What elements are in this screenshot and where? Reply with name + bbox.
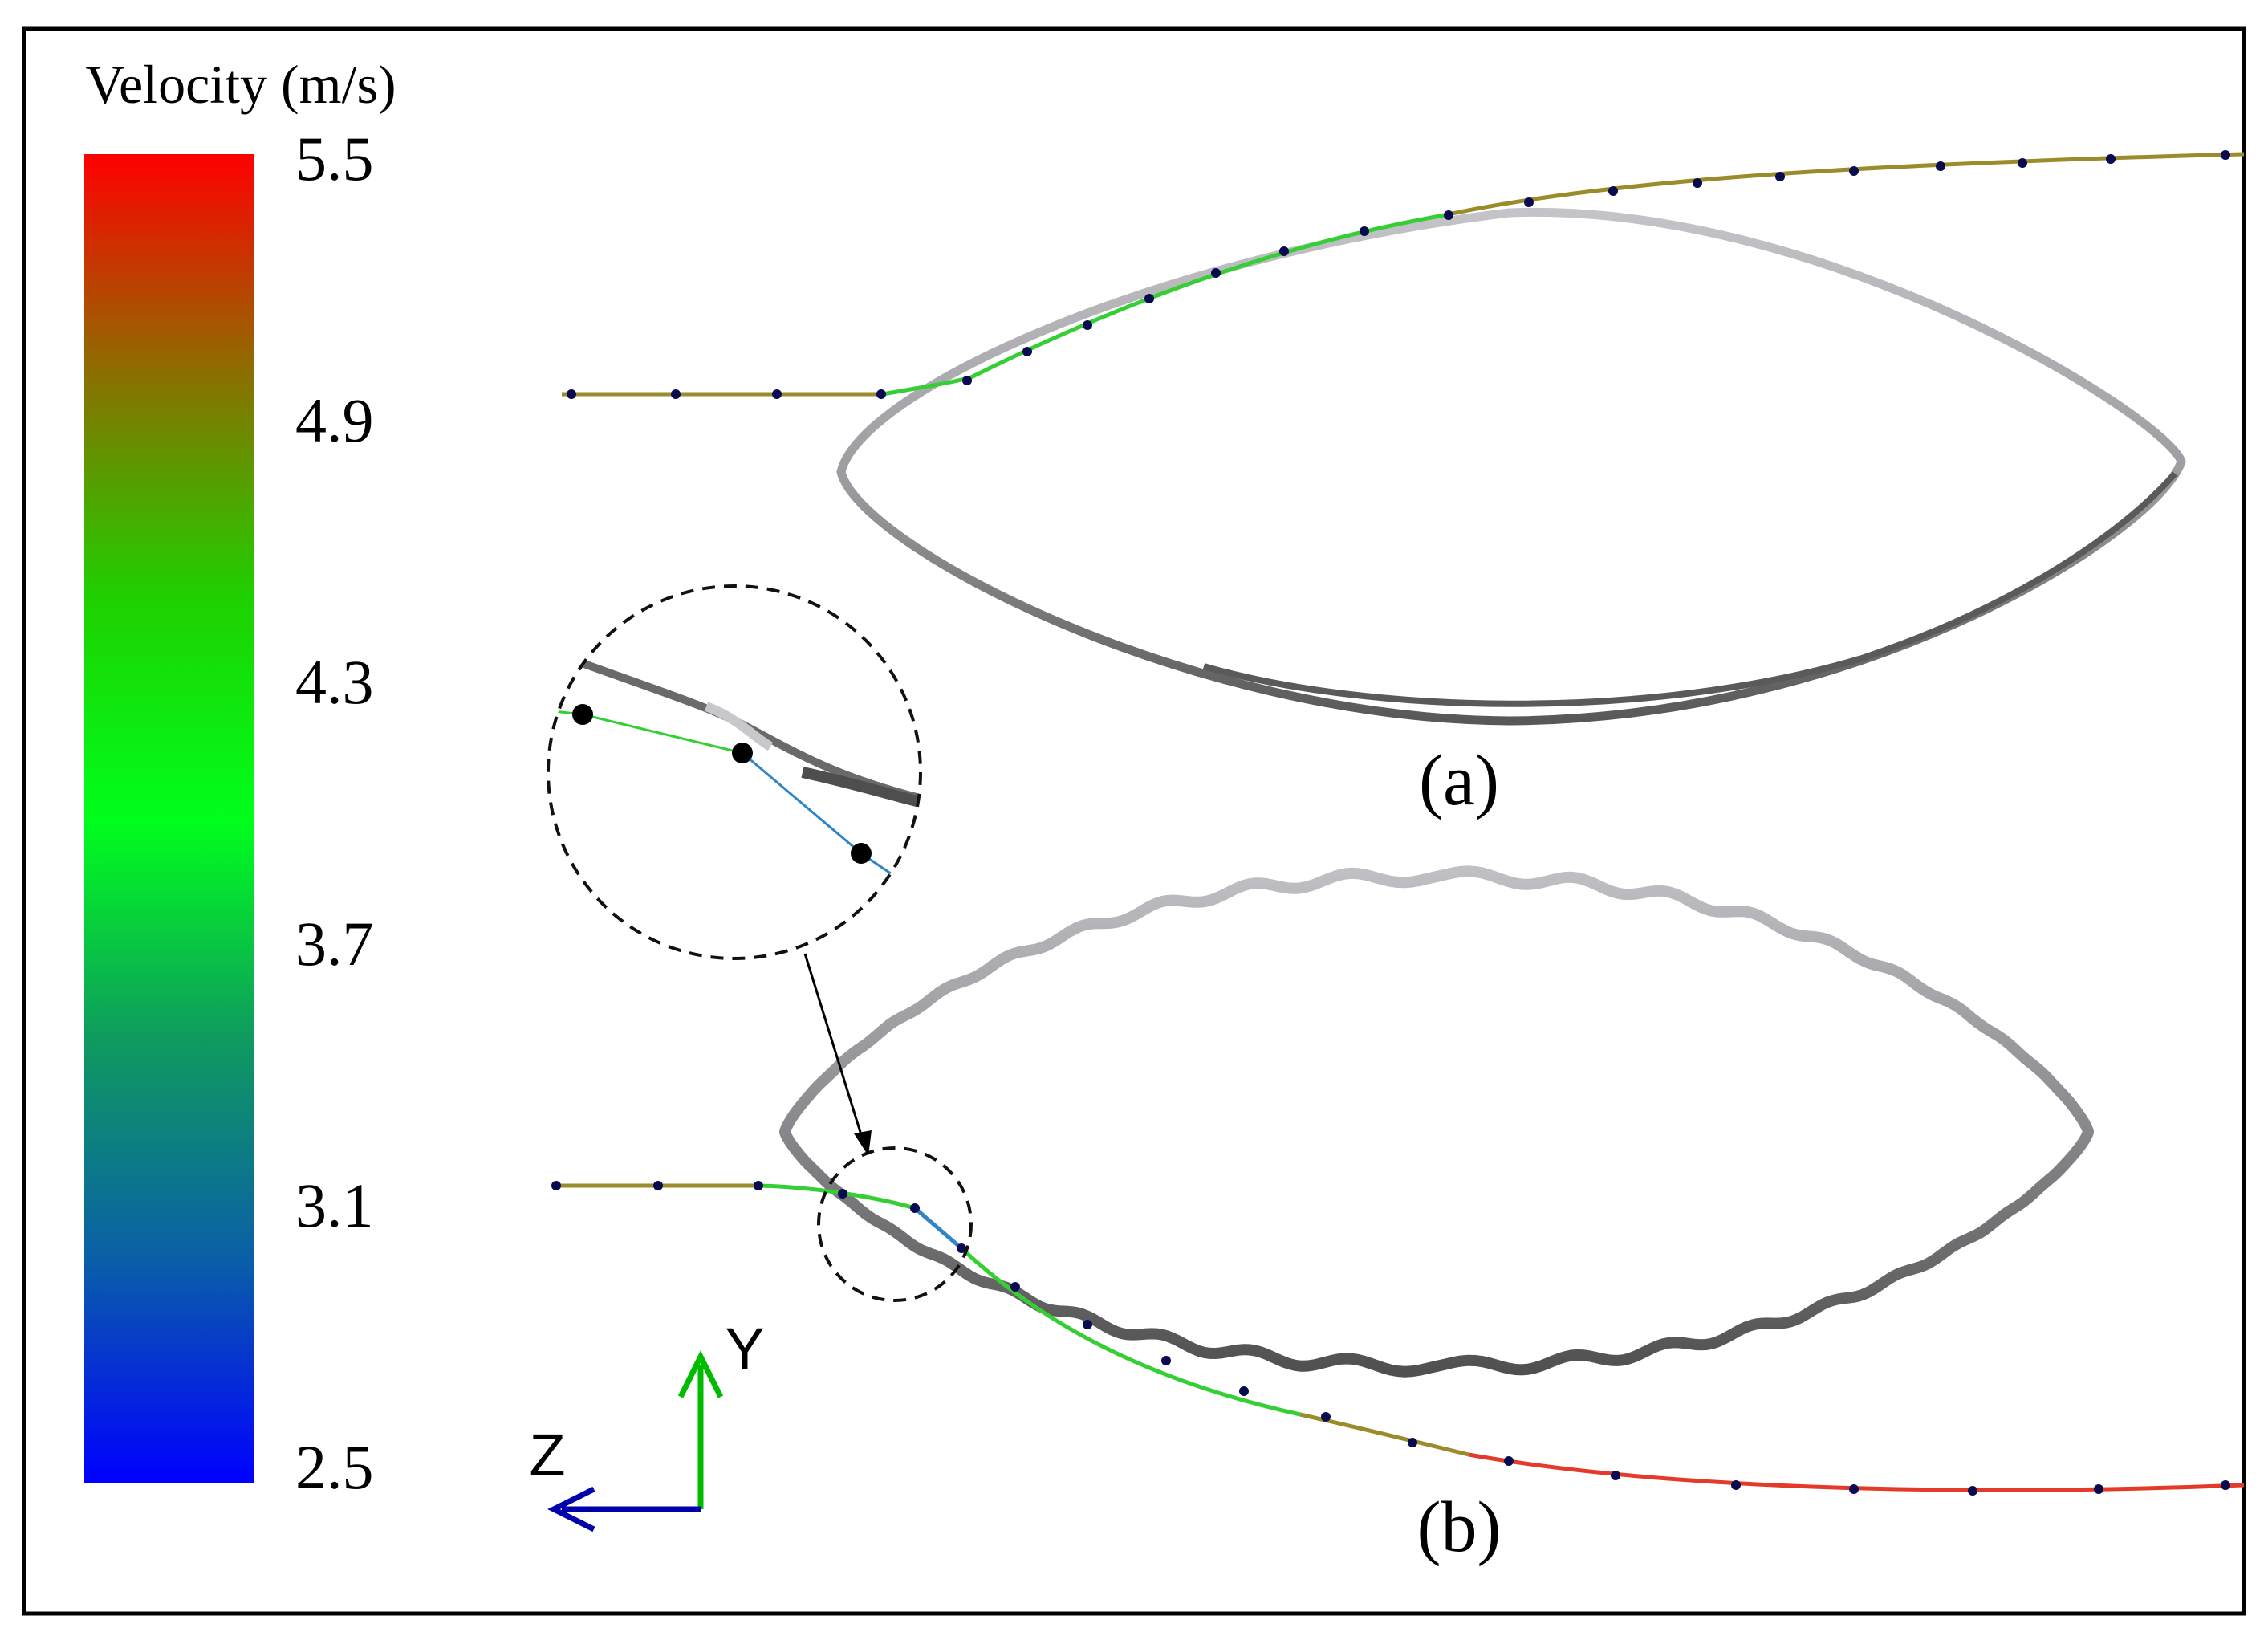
streamline-marker xyxy=(1360,226,1369,236)
streamline-marker xyxy=(1608,186,1618,196)
streamline-marker xyxy=(1321,1412,1331,1422)
y-axis-label: Y xyxy=(725,1316,764,1382)
streamline-marker xyxy=(1936,161,1945,171)
streamline-marker xyxy=(1504,1456,1514,1466)
streamline-marker xyxy=(876,389,886,399)
streamline-marker xyxy=(1849,1484,1859,1494)
streamline-marker xyxy=(1775,172,1785,181)
streamline-marker xyxy=(1444,210,1453,220)
colorbar-tick-label: 3.7 xyxy=(295,909,374,979)
streamline-marker xyxy=(2221,1480,2230,1490)
streamline-marker xyxy=(1408,1438,1417,1447)
colorbar-tick-label: 4.9 xyxy=(295,385,374,455)
colorbar-tick-label: 3.1 xyxy=(295,1170,374,1240)
streamline-marker xyxy=(1849,166,1859,176)
colorbar: Velocity (m/s) 5.5 4.9 4.3 3.7 3.1 2.5 xyxy=(84,54,396,1502)
colorbar-tick-label: 4.3 xyxy=(295,647,374,717)
streamline-b-segment xyxy=(758,1183,916,1211)
streamline-a-segment xyxy=(882,213,1445,397)
streamline-marker xyxy=(567,389,576,399)
shell-b xyxy=(779,865,2094,1378)
streamline-marker xyxy=(2106,154,2116,164)
streamline-marker xyxy=(1010,1282,1020,1292)
y-axis-arrow-head xyxy=(677,1350,724,1398)
streamline-a-markers xyxy=(567,150,2230,399)
streamline-marker xyxy=(838,1189,847,1199)
panel-label-a: (a) xyxy=(1419,741,1499,820)
streamline-marker xyxy=(1083,1320,1092,1329)
inset-marker xyxy=(732,743,753,763)
axis-triad: Y Z xyxy=(529,1316,765,1532)
streamline-marker xyxy=(1524,197,1534,207)
streamline-a-segment xyxy=(1444,152,2245,218)
z-axis-label: Z xyxy=(529,1422,565,1488)
streamline-marker xyxy=(1968,1486,1977,1496)
colorbar-ramp xyxy=(84,154,254,1483)
streamline-b xyxy=(551,1181,2245,1496)
colorbar-ticks: 5.5 4.9 4.3 3.7 3.1 2.5 xyxy=(295,124,374,1502)
streamline-marker xyxy=(671,389,681,399)
streamline-marker xyxy=(962,376,972,385)
streamline-marker xyxy=(772,389,782,399)
streamline-marker xyxy=(1161,1356,1171,1365)
streamline-marker xyxy=(1239,1386,1249,1396)
panel-label-b: (b) xyxy=(1417,1488,1502,1567)
streamline-marker xyxy=(754,1181,763,1190)
streamline-marker xyxy=(2221,150,2230,160)
streamline-b-segment xyxy=(1468,1452,2245,1492)
streamline-marker xyxy=(1611,1471,1620,1480)
streamline-marker xyxy=(1211,268,1221,278)
inset-marker xyxy=(572,704,593,725)
streamline-b-segment xyxy=(960,1247,1301,1417)
streamline-b-markers xyxy=(551,1181,2230,1496)
streamline-marker xyxy=(653,1181,663,1190)
zoom-leader-arrow xyxy=(803,953,872,1156)
streamline-marker xyxy=(1083,320,1092,330)
zoom-inset xyxy=(547,584,922,960)
z-axis-arrow-head xyxy=(547,1486,595,1532)
streamline-marker xyxy=(1693,178,1702,188)
streamline-marker xyxy=(2018,158,2027,168)
streamline-a xyxy=(562,150,2245,399)
zoom-target-circle xyxy=(817,1146,973,1302)
inset-marker xyxy=(851,843,872,864)
figure-border xyxy=(22,26,2246,1616)
streamline-marker xyxy=(1279,246,1289,256)
streamline-marker xyxy=(910,1203,920,1213)
colorbar-tick-label: 2.5 xyxy=(295,1432,374,1502)
colorbar-tick-label: 5.5 xyxy=(295,124,374,193)
streamline-marker xyxy=(2094,1484,2103,1494)
streamline-marker xyxy=(957,1243,966,1253)
streamline-marker xyxy=(1731,1480,1741,1490)
shell-a xyxy=(836,207,2186,726)
streamline-marker xyxy=(1144,294,1154,303)
streamline-marker xyxy=(551,1181,561,1190)
streamline-marker xyxy=(1022,347,1032,356)
colorbar-title: Velocity (m/s) xyxy=(85,54,396,115)
streamline-b-segment xyxy=(913,1207,963,1250)
